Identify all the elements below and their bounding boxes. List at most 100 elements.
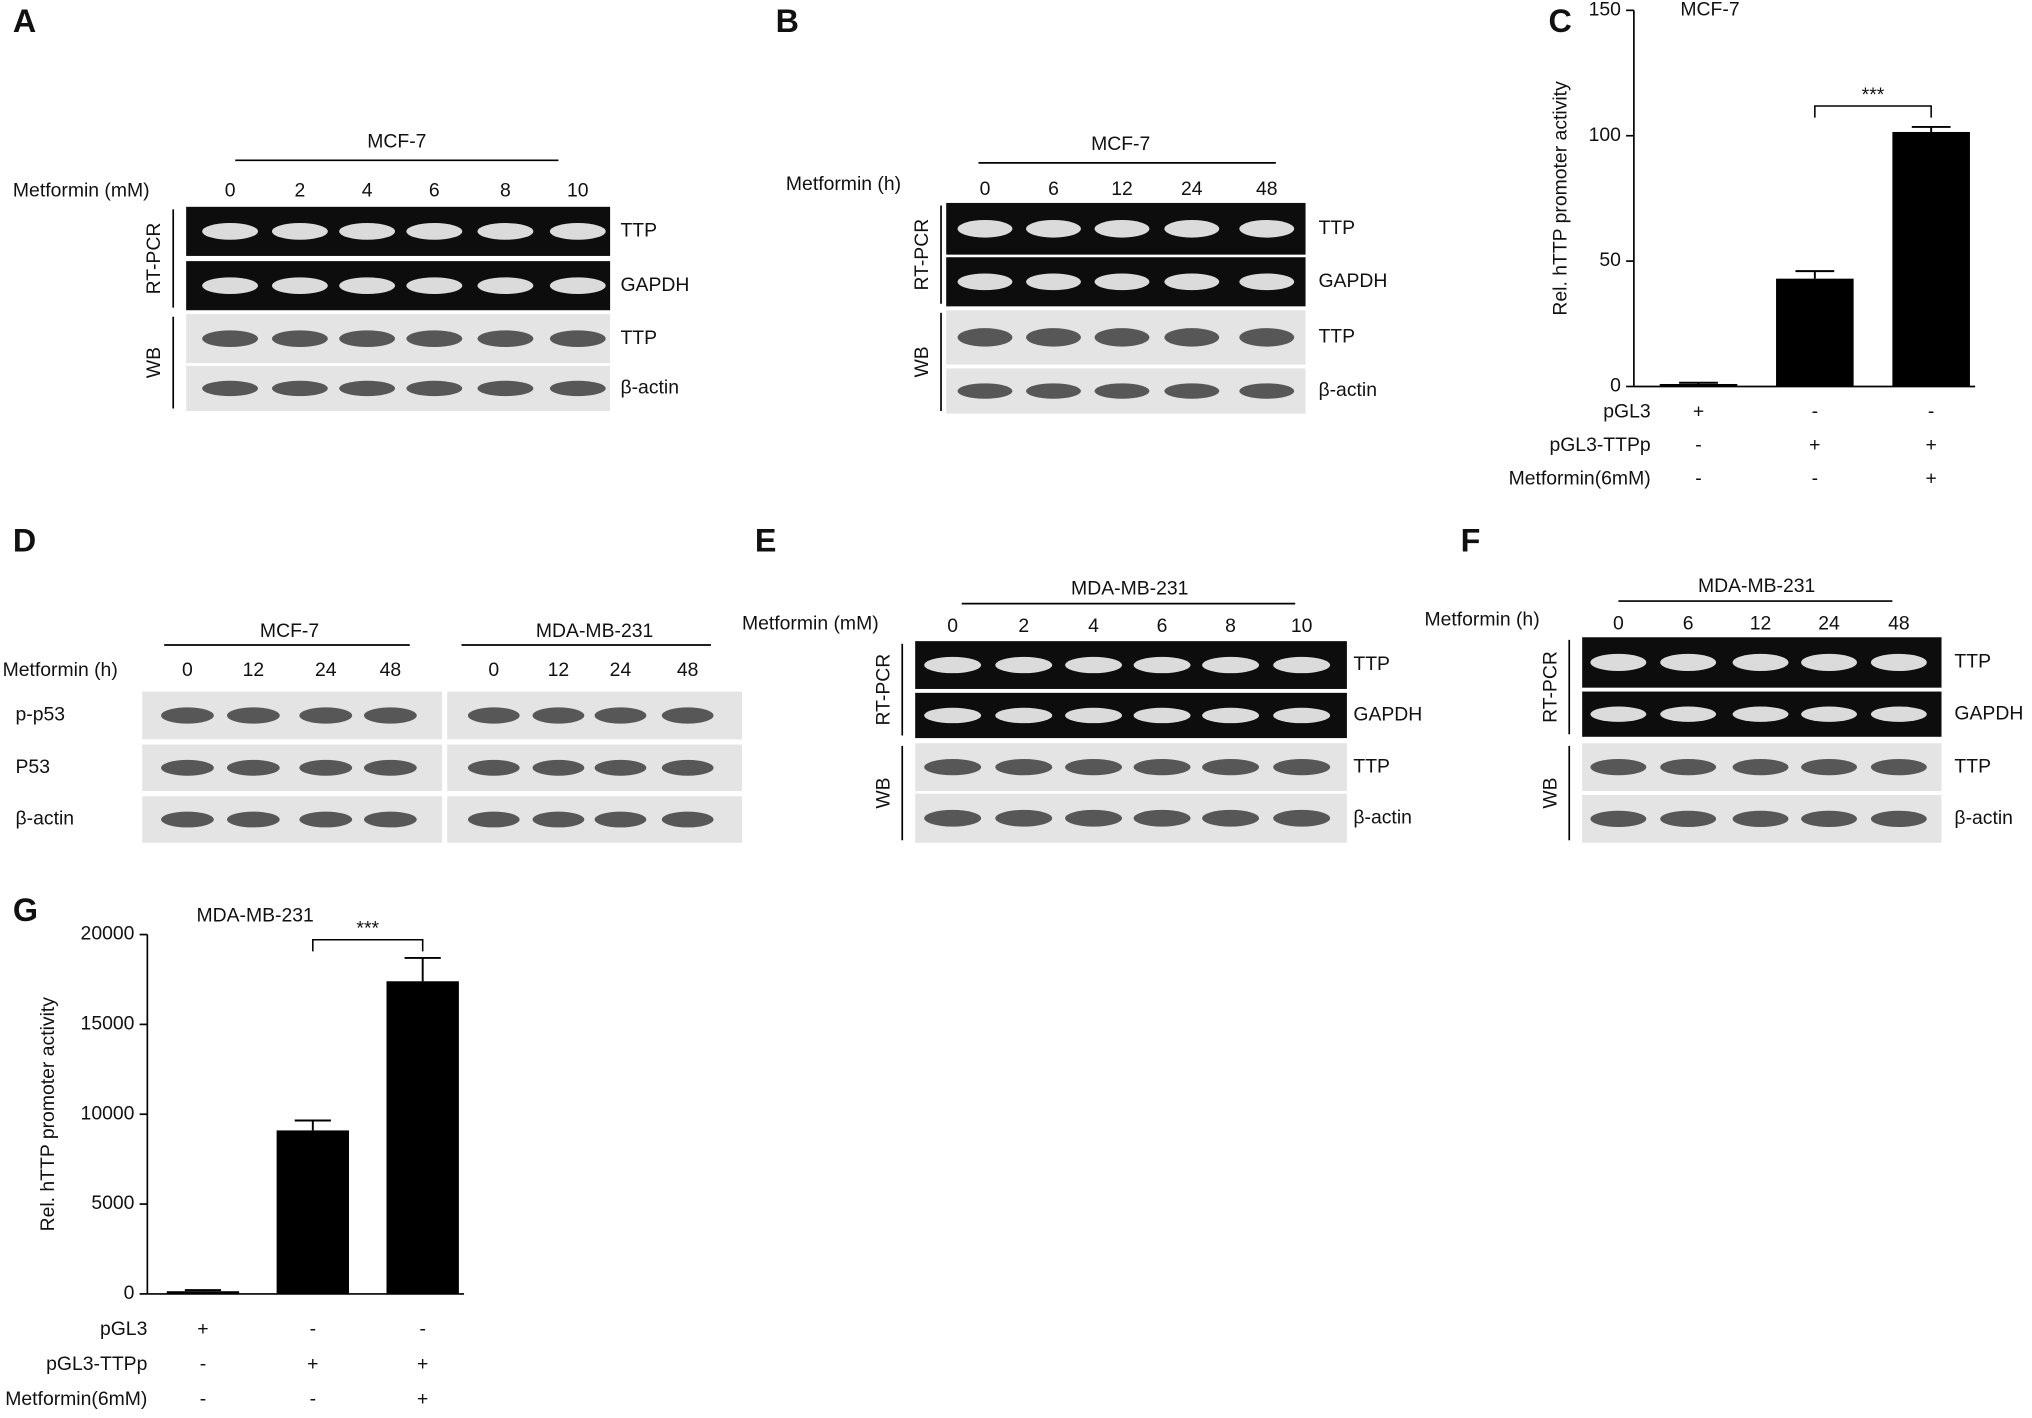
band bbox=[924, 656, 982, 674]
band bbox=[202, 330, 259, 348]
lane-label: 48 bbox=[1256, 178, 1278, 200]
group-label: RT-PCR bbox=[1539, 651, 1561, 723]
band bbox=[406, 380, 463, 397]
bar bbox=[1892, 131, 1970, 387]
y-tick-label: 5000 bbox=[91, 1192, 134, 1214]
band-label: TTP bbox=[1353, 755, 1390, 777]
treatment-label: Metformin (h) bbox=[786, 173, 901, 195]
lane-label: 0 bbox=[980, 178, 991, 200]
band-label: GAPDH bbox=[1318, 270, 1387, 292]
lane-label: 10 bbox=[1291, 615, 1313, 637]
band bbox=[226, 707, 280, 724]
band-label: β-actin bbox=[1954, 807, 2013, 829]
band bbox=[1732, 653, 1789, 672]
band bbox=[1273, 759, 1331, 776]
band bbox=[594, 811, 647, 828]
lane-label: 2 bbox=[1018, 615, 1029, 637]
band bbox=[364, 811, 417, 828]
cell-line: MDA-MB-231 bbox=[1698, 575, 1815, 597]
y-tick-label: 150 bbox=[1589, 0, 1622, 20]
band bbox=[1660, 759, 1717, 776]
y-tick-label: 50 bbox=[1599, 249, 1621, 271]
band bbox=[1801, 810, 1857, 828]
y-tick-label: 15000 bbox=[81, 1013, 135, 1035]
lane-label: 6 bbox=[429, 179, 440, 201]
condition-sign: + bbox=[417, 1388, 428, 1410]
condition-sign: - bbox=[419, 1318, 425, 1340]
band bbox=[1026, 273, 1081, 291]
band bbox=[957, 220, 1013, 238]
lane-label: 24 bbox=[1818, 612, 1840, 634]
band bbox=[1590, 653, 1647, 672]
significance-label: *** bbox=[356, 918, 379, 940]
band bbox=[1273, 656, 1331, 674]
band-label: P53 bbox=[16, 756, 50, 778]
condition-sign: + bbox=[307, 1353, 318, 1375]
panel-label: B bbox=[776, 3, 799, 39]
cell-line: MCF-7 bbox=[1091, 133, 1150, 155]
band bbox=[364, 707, 417, 724]
band bbox=[1590, 759, 1647, 776]
band bbox=[299, 759, 353, 776]
error-bar bbox=[1679, 381, 1718, 384]
band bbox=[406, 330, 463, 348]
band bbox=[549, 277, 606, 295]
band bbox=[1870, 810, 1927, 828]
group-label: WB bbox=[143, 347, 165, 378]
band-label: β-actin bbox=[1318, 379, 1377, 401]
band-label: TTP bbox=[1318, 325, 1355, 347]
band bbox=[477, 223, 534, 240]
treatment-label: Metformin (h) bbox=[1424, 609, 1539, 631]
band bbox=[1164, 220, 1220, 238]
condition-sign: + bbox=[1926, 434, 1937, 456]
band bbox=[532, 707, 585, 724]
condition-sign: + bbox=[197, 1318, 208, 1340]
band bbox=[202, 380, 259, 397]
band bbox=[406, 277, 463, 295]
cell-line: MCF-7 bbox=[260, 620, 319, 642]
treatment-label: Metformin (mM) bbox=[13, 179, 150, 201]
band bbox=[1026, 383, 1081, 399]
lane-label: 6 bbox=[1157, 615, 1168, 637]
group-label: RT-PCR bbox=[911, 219, 933, 291]
band bbox=[271, 330, 328, 348]
band bbox=[1026, 328, 1081, 347]
band bbox=[1732, 706, 1789, 722]
band bbox=[1164, 273, 1220, 291]
y-tick-label: 0 bbox=[124, 1282, 135, 1304]
band bbox=[1026, 220, 1081, 238]
band bbox=[924, 759, 982, 776]
band bbox=[1094, 328, 1150, 347]
band bbox=[1590, 810, 1647, 828]
condition-sign: - bbox=[200, 1388, 206, 1410]
band-label: TTP bbox=[620, 220, 657, 242]
band bbox=[202, 277, 259, 295]
band bbox=[339, 380, 396, 397]
group-label: WB bbox=[872, 777, 894, 808]
band-label: GAPDH bbox=[620, 274, 689, 296]
error-bar bbox=[1795, 270, 1835, 279]
chart-title: MCF-7 bbox=[1680, 0, 1739, 20]
panel-label: C bbox=[1549, 3, 1572, 39]
bar bbox=[1776, 278, 1854, 387]
band bbox=[161, 811, 214, 828]
condition-sign: + bbox=[1809, 434, 1820, 456]
band bbox=[339, 277, 396, 295]
band-label: β-actin bbox=[1353, 806, 1412, 828]
band bbox=[226, 759, 280, 776]
band-label: TTP bbox=[1318, 217, 1355, 239]
error-bar bbox=[1911, 125, 1951, 132]
band-label: β-actin bbox=[620, 377, 679, 399]
band bbox=[226, 811, 280, 828]
lane-label: 24 bbox=[315, 659, 337, 681]
panel-label: D bbox=[13, 522, 36, 558]
band bbox=[477, 330, 534, 348]
treatment-label: Metformin (h) bbox=[3, 659, 118, 681]
band bbox=[1065, 809, 1122, 827]
band bbox=[1732, 810, 1789, 828]
band bbox=[271, 277, 328, 295]
band bbox=[1065, 656, 1122, 674]
band bbox=[1202, 809, 1260, 827]
band bbox=[661, 707, 714, 724]
